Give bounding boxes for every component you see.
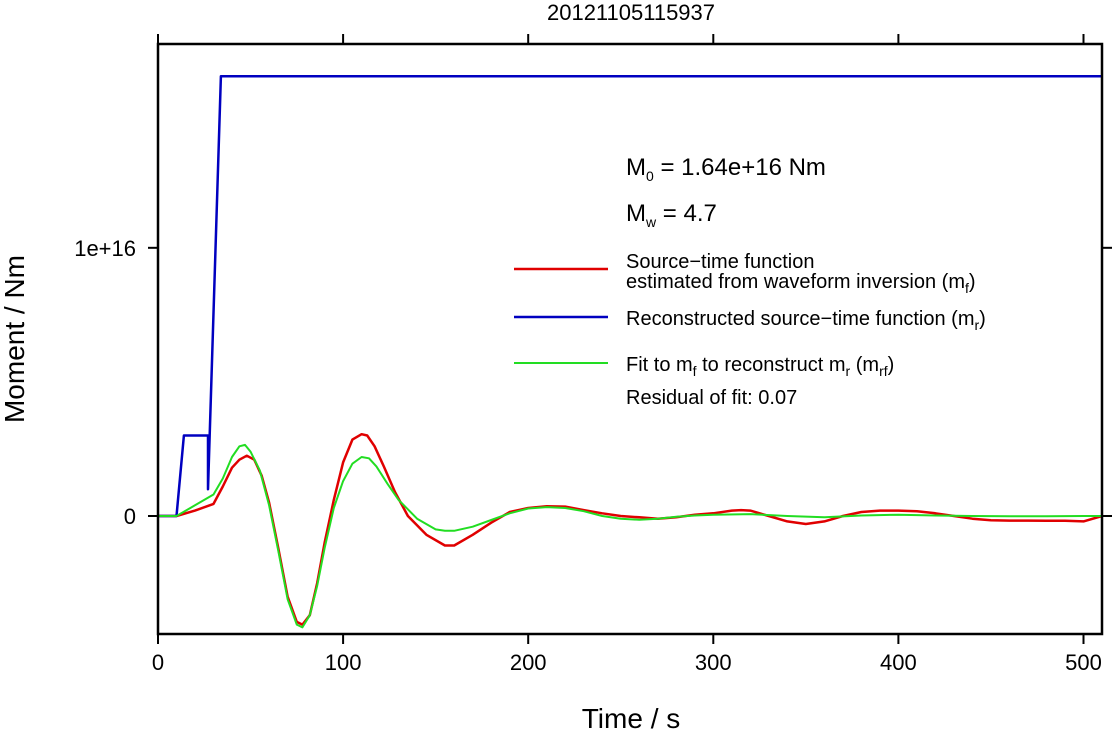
moment-magnitude-annotation: Mw = 4.7 (626, 200, 717, 230)
residual-annotation: Residual of fit: 0.07 (626, 387, 797, 409)
y-axis-title: Moment / Nm (0, 255, 30, 423)
x-tick-label: 500 (1065, 650, 1102, 675)
series-line-mf (158, 432, 1103, 626)
x-axis-title: Time / s (582, 703, 681, 734)
y-tick-label: 1e+16 (74, 236, 136, 261)
chart-title: 20121105115937 (547, 0, 715, 25)
ticks-layer: 0 100 200 300 400 500 0 1e+16 (74, 34, 1112, 675)
series-line-mrf (158, 443, 1102, 629)
x-tick-label: 300 (695, 650, 732, 675)
legend-label-reconstructed: Reconstructed source−time function (mr) (626, 308, 986, 333)
x-tick-label: 0 (152, 650, 164, 675)
legend-label-fit: Fit to mf to reconstruct mr (mrf) (626, 354, 894, 379)
x-tick-label: 200 (510, 650, 547, 675)
legend: Source−time function estimated from wave… (514, 251, 986, 379)
series-line-mr (158, 74, 1102, 518)
seismic-moment-annotation: M0 = 1.64e+16 Nm (626, 154, 826, 184)
x-tick-label: 100 (325, 650, 362, 675)
y-tick-label: 0 (124, 504, 136, 529)
plot-frame (156, 42, 1104, 636)
series-layer (158, 74, 1103, 629)
legend-label-source-time-function: Source−time function (626, 251, 814, 273)
x-tick-label: 400 (880, 650, 917, 675)
legend-label-estimated-waveform-inversion: estimated from waveform inversion (mf) (626, 271, 976, 296)
